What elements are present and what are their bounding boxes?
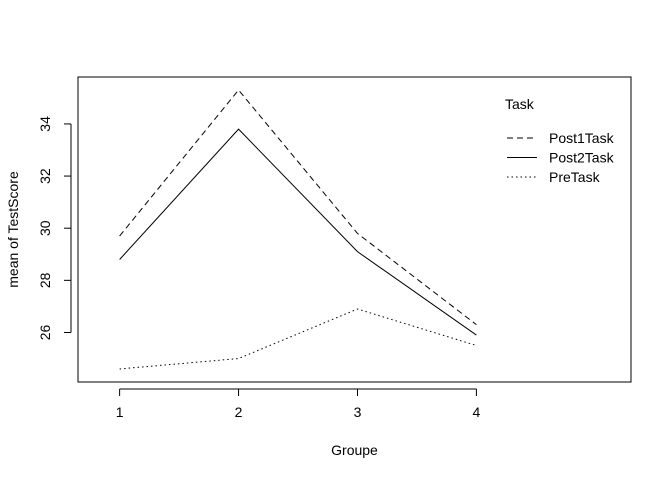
x-axis-title: Groupe (331, 442, 378, 458)
legend: Task Post1Task Post2Task PreTask (505, 96, 615, 185)
x-tick-label: 4 (472, 404, 480, 420)
plot-frame (77, 76, 632, 383)
y-tick-label: 28 (37, 272, 53, 288)
series-line-post1task (119, 89, 477, 326)
series-line-post2task (119, 128, 477, 336)
series-line-pretask (119, 308, 477, 370)
y-tick-label: 32 (37, 168, 53, 184)
y-tick-label: 34 (37, 116, 53, 132)
legend-title: Task (505, 96, 535, 112)
x-axis: 1 2 3 4 (116, 388, 480, 420)
y-tick-label: 26 (37, 324, 53, 340)
y-tick-label: 30 (37, 220, 53, 236)
y-axis: 26 28 30 32 34 (37, 116, 72, 340)
legend-label-pretask: PreTask (549, 169, 601, 185)
series-lines (119, 89, 477, 370)
x-tick-label: 2 (235, 404, 243, 420)
x-tick-label: 1 (116, 404, 124, 420)
legend-label-post2task: Post2Task (549, 150, 615, 166)
x-tick-label: 3 (354, 404, 362, 420)
legend-label-post1task: Post1Task (549, 130, 615, 146)
y-axis-title: mean of TestScore (5, 171, 21, 288)
